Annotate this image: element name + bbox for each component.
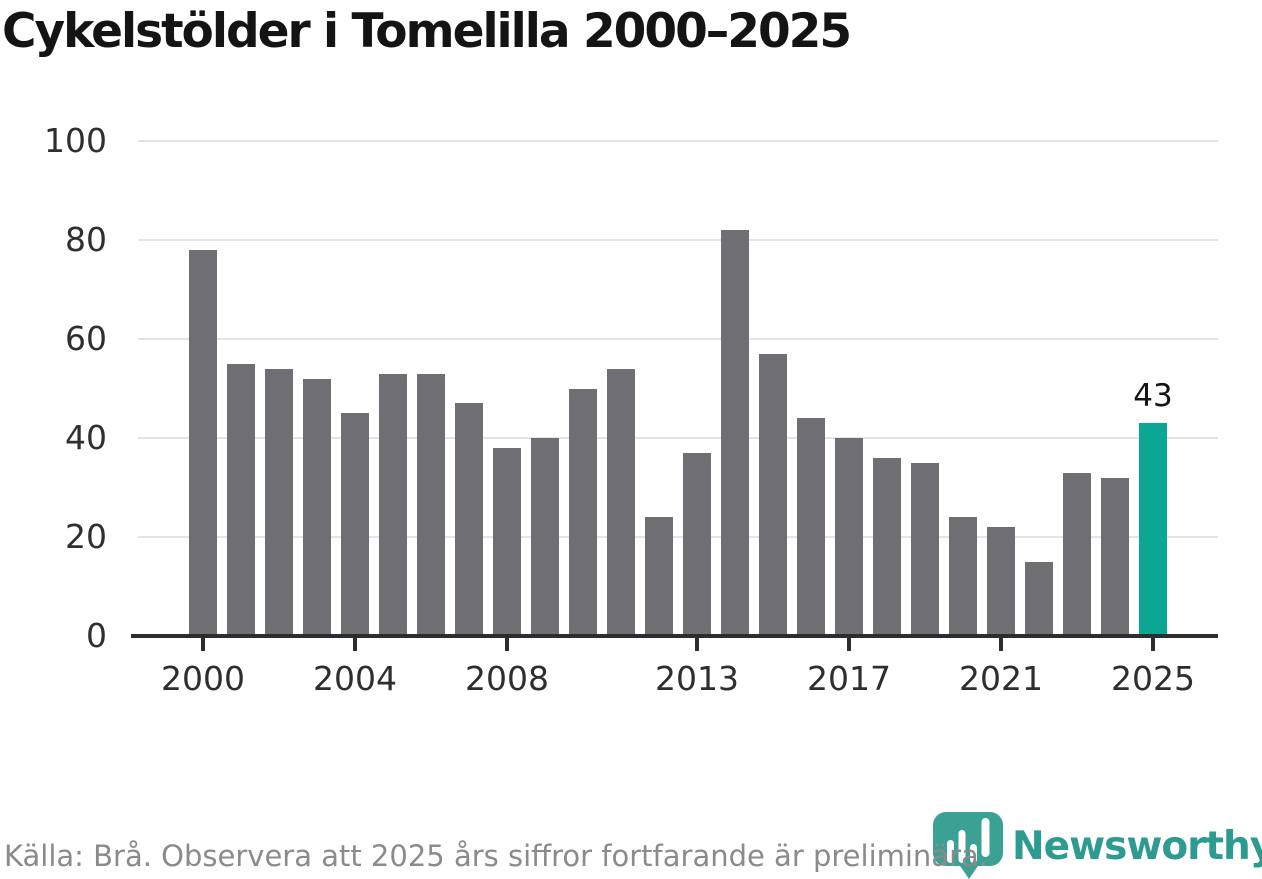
x-axis-label-2013: 2013 <box>655 659 739 698</box>
x-axis-label-2008: 2008 <box>465 659 549 698</box>
y-axis-label-80: 80 <box>65 220 107 259</box>
x-axis-label-2004: 2004 <box>313 659 397 698</box>
bar-2010 <box>569 388 597 636</box>
gridline-20 <box>138 536 1218 538</box>
y-axis-label-0: 0 <box>86 616 107 655</box>
bar-2012 <box>645 517 673 636</box>
gridline-40 <box>138 437 1218 439</box>
newsworthy-pin-barchart-icon <box>933 812 1003 879</box>
y-axis-label-20: 20 <box>65 517 107 556</box>
bar-2006 <box>417 373 445 636</box>
x-axis-line <box>131 634 1218 638</box>
value-label-2025: 43 <box>1133 378 1173 415</box>
gridline-60 <box>138 338 1218 340</box>
bar-2014 <box>721 230 749 636</box>
bar-2021 <box>987 527 1015 636</box>
bar-2013 <box>683 452 711 636</box>
bar-2005 <box>379 373 407 636</box>
bar-2023 <box>1063 472 1091 636</box>
bar-2011 <box>607 368 635 636</box>
x-axis-label-2025: 2025 <box>1111 659 1195 698</box>
x-axis-label-2021: 2021 <box>959 659 1043 698</box>
bar-2004 <box>341 413 369 636</box>
x-axis-label-2017: 2017 <box>807 659 891 698</box>
bar-2019 <box>911 462 939 636</box>
bar-2015 <box>759 353 787 636</box>
x-axis-tick-2000 <box>201 638 205 651</box>
x-axis-tick-2008 <box>505 638 509 651</box>
bar-2008 <box>493 447 521 636</box>
y-axis-label-100: 100 <box>44 121 107 160</box>
bar-2017 <box>835 438 863 636</box>
x-axis-tick-2004 <box>353 638 357 651</box>
bar-2018 <box>873 457 901 636</box>
bar-2025 <box>1139 423 1167 636</box>
chart-title: Cykelstölder i Tomelilla 2000–2025 <box>2 4 852 59</box>
bar-2001 <box>227 363 255 636</box>
bar-2016 <box>797 418 825 636</box>
bar-2002 <box>265 368 293 636</box>
x-axis-tick-2013 <box>695 638 699 651</box>
x-axis-label-2000: 2000 <box>161 659 245 698</box>
gridline-100 <box>138 140 1218 142</box>
bar-2000 <box>189 249 217 636</box>
bar-2024 <box>1101 477 1129 636</box>
y-axis-label-40: 40 <box>65 418 107 457</box>
source-note: Källa: Brå. Observera att 2025 års siffr… <box>4 839 988 873</box>
x-axis-tick-2017 <box>847 638 851 651</box>
bar-2020 <box>949 517 977 636</box>
bar-2007 <box>455 403 483 636</box>
gridline-80 <box>138 239 1218 241</box>
bar-2003 <box>303 378 331 636</box>
x-axis-tick-2021 <box>999 638 1003 651</box>
bar-2009 <box>531 438 559 636</box>
newsworthy-wordmark: Newsworthy <box>1012 824 1262 869</box>
y-axis-label-60: 60 <box>65 319 107 358</box>
bar-2022 <box>1025 561 1053 636</box>
x-axis-tick-2025 <box>1151 638 1155 651</box>
